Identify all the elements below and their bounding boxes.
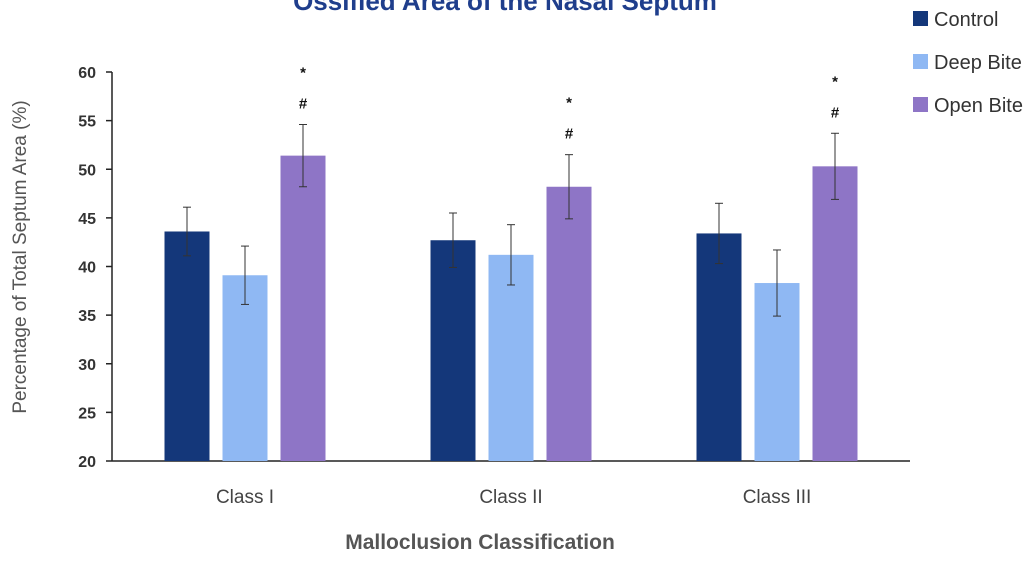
bar <box>222 275 268 461</box>
y-tick-label: 25 <box>78 405 96 422</box>
legend: Control Deep Bite Open Bite <box>913 9 1023 117</box>
bar <box>164 231 210 461</box>
x-tick-label: Class I <box>216 487 274 508</box>
legend-label: Control <box>934 9 998 31</box>
significance-annotations: # * # * # * <box>299 65 840 143</box>
y-tick-label: 45 <box>78 211 96 228</box>
bar <box>812 166 858 461</box>
significance-mark: # <box>565 126 574 143</box>
y-tick-label: 30 <box>78 357 96 374</box>
chart-title: Ossified Area of the Nasal Septum <box>293 0 717 16</box>
error-bars-group <box>183 124 839 317</box>
legend-swatch <box>913 54 928 69</box>
significance-mark: * <box>832 73 838 90</box>
x-tick-label: Class II <box>479 487 542 508</box>
bar <box>280 155 326 461</box>
bars-group: Class I Class II Class III <box>164 155 858 508</box>
y-axis-label: Percentage of Total Septum Area (%) <box>10 100 31 413</box>
x-axis-label: Malloclusion Classification <box>345 531 615 554</box>
legend-label: Deep Bite <box>934 52 1022 74</box>
y-tick-label: 35 <box>78 308 96 325</box>
legend-label: Open Bite <box>934 95 1023 117</box>
legend-swatch <box>913 11 928 26</box>
bar <box>696 233 742 461</box>
legend-swatch <box>913 97 928 112</box>
bar <box>488 254 534 461</box>
bar <box>430 240 476 461</box>
bar <box>546 186 592 461</box>
y-tick-label: 50 <box>78 162 96 179</box>
y-tick-label: 20 <box>78 454 96 471</box>
significance-mark: # <box>831 104 840 121</box>
y-tick-label: 60 <box>78 65 96 82</box>
x-tick-label: Class III <box>743 487 812 508</box>
y-tick-label: 40 <box>78 260 96 277</box>
significance-mark: * <box>300 65 306 82</box>
significance-mark: * <box>566 95 572 112</box>
significance-mark: # <box>299 96 308 113</box>
y-tick-label: 55 <box>78 114 96 131</box>
